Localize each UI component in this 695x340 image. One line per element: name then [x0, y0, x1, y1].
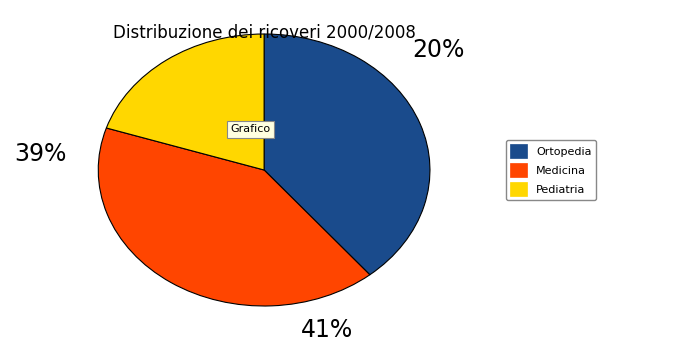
- Text: 39%: 39%: [14, 142, 67, 166]
- Text: 20%: 20%: [412, 38, 464, 62]
- Text: Distribuzione dei ricoveri 2000/2008: Distribuzione dei ricoveri 2000/2008: [113, 24, 416, 42]
- Wedge shape: [106, 34, 264, 170]
- Legend: Ortopedia, Medicina, Pediatria: Ortopedia, Medicina, Pediatria: [506, 140, 596, 200]
- Wedge shape: [98, 128, 370, 306]
- Text: Grafico: Grafico: [231, 124, 271, 134]
- Wedge shape: [264, 34, 430, 275]
- Text: 41%: 41%: [301, 319, 353, 340]
